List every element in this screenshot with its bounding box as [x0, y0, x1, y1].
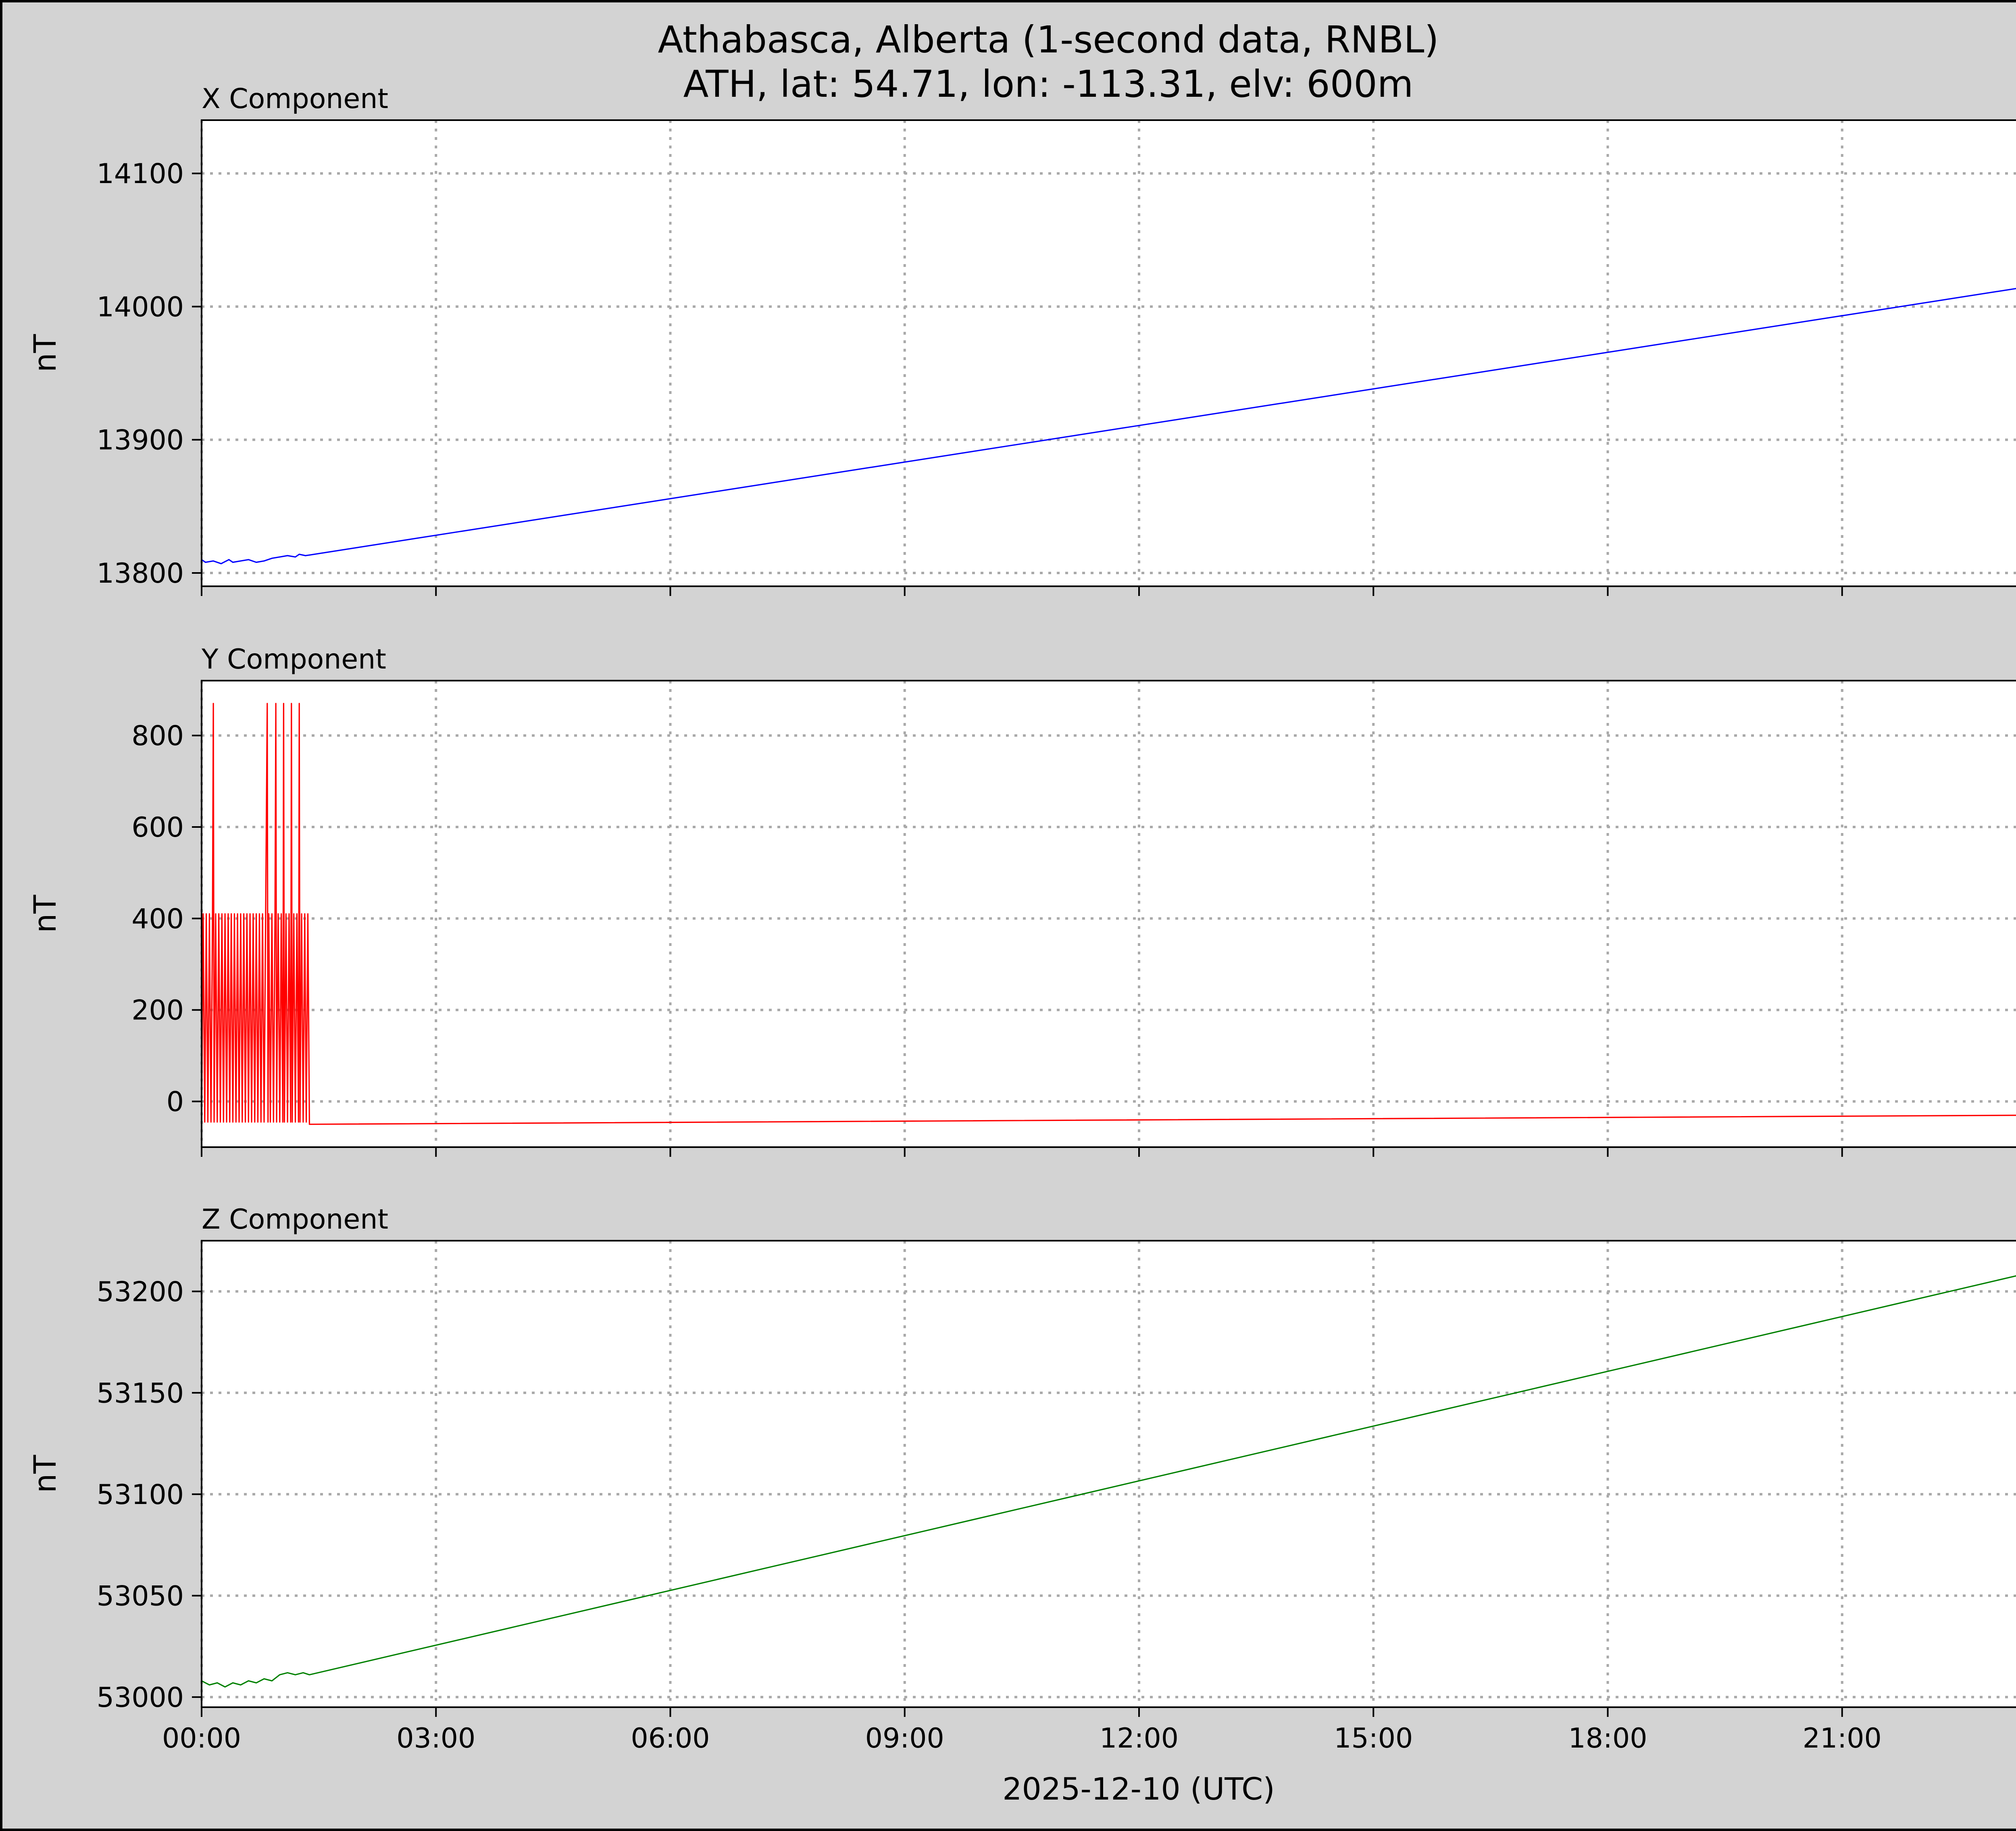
- z-component-plot-area: [202, 1241, 2016, 1707]
- y-component-title: Y Component: [201, 644, 386, 675]
- x-axis-label: 2025-12-10 (UTC): [1002, 1771, 1275, 1807]
- z-component-panel: 00:00 03:00 06:00 09:00 12:00 15:00 18:00 21:00…: [27, 1204, 2016, 1754]
- y-component-y-tick-label: 400: [131, 903, 184, 935]
- z-component-series-line: [201, 1275, 2016, 1688]
- y-component-y-tick-label: 800: [131, 720, 184, 752]
- z-component-y-tick-label: 53100: [97, 1479, 184, 1511]
- x-component-y-tick-label: 14000: [97, 291, 184, 323]
- x-tick-label: 15:00: [1334, 1723, 1413, 1754]
- z-component-y-tick-label: 53150: [97, 1377, 184, 1409]
- x-component-plot-area: [202, 120, 2016, 586]
- y-component-plot-area: [202, 681, 2016, 1147]
- x-component-y-tick-label: 14100: [97, 158, 184, 190]
- x-tick-label: 21:00: [1803, 1723, 1882, 1754]
- x-tick-label: 09:00: [865, 1723, 944, 1754]
- figure-title-line2: ATH, lat: 54.71, lon: -113.31, elv: 600m: [683, 62, 1414, 106]
- y-component-y-tick-label: 600: [131, 812, 184, 844]
- x-tick-label: 12:00: [1100, 1723, 1179, 1754]
- x-component-title: X Component: [202, 83, 388, 115]
- figure-title-line1: Athabasca, Alberta (1-second data, RNBL): [658, 18, 1439, 61]
- x-tick-label: 00:00: [162, 1723, 241, 1754]
- x-component-y-axis-label: nT: [27, 334, 63, 372]
- y-component-y-tick-label: 200: [131, 995, 184, 1027]
- x-component-y-tick-label: 13900: [97, 425, 184, 456]
- x-tick-label: 18:00: [1568, 1723, 1647, 1754]
- z-component-y-tick-label: 53050: [97, 1580, 184, 1612]
- y-component-series-line: [201, 703, 2016, 1125]
- x-tick-label: 06:00: [631, 1723, 710, 1754]
- y-component-y-axis-label: nT: [27, 895, 63, 933]
- x-tick-label: 03:00: [396, 1723, 475, 1754]
- x-component-panel: 13800 13900 14000 14100 X Component nT: [27, 83, 2016, 596]
- x-component-series-line: [201, 288, 2016, 565]
- x-component-y-tick-label: 13800: [97, 558, 184, 590]
- z-component-y-tick-label: 53200: [97, 1276, 184, 1308]
- x-component-axes-frame: [201, 119, 2016, 587]
- z-component-y-tick-label: 53000: [97, 1682, 184, 1714]
- y-component-panel: 0 200 400 600 800 Y Component nT: [27, 644, 2016, 1157]
- z-component-axes-frame: [201, 1240, 2016, 1708]
- y-component-y-tick-label: 0: [167, 1086, 184, 1118]
- z-component-title: Z Component: [202, 1204, 388, 1235]
- z-component-y-axis-label: nT: [27, 1455, 63, 1493]
- y-component-axes-frame: [201, 680, 2016, 1148]
